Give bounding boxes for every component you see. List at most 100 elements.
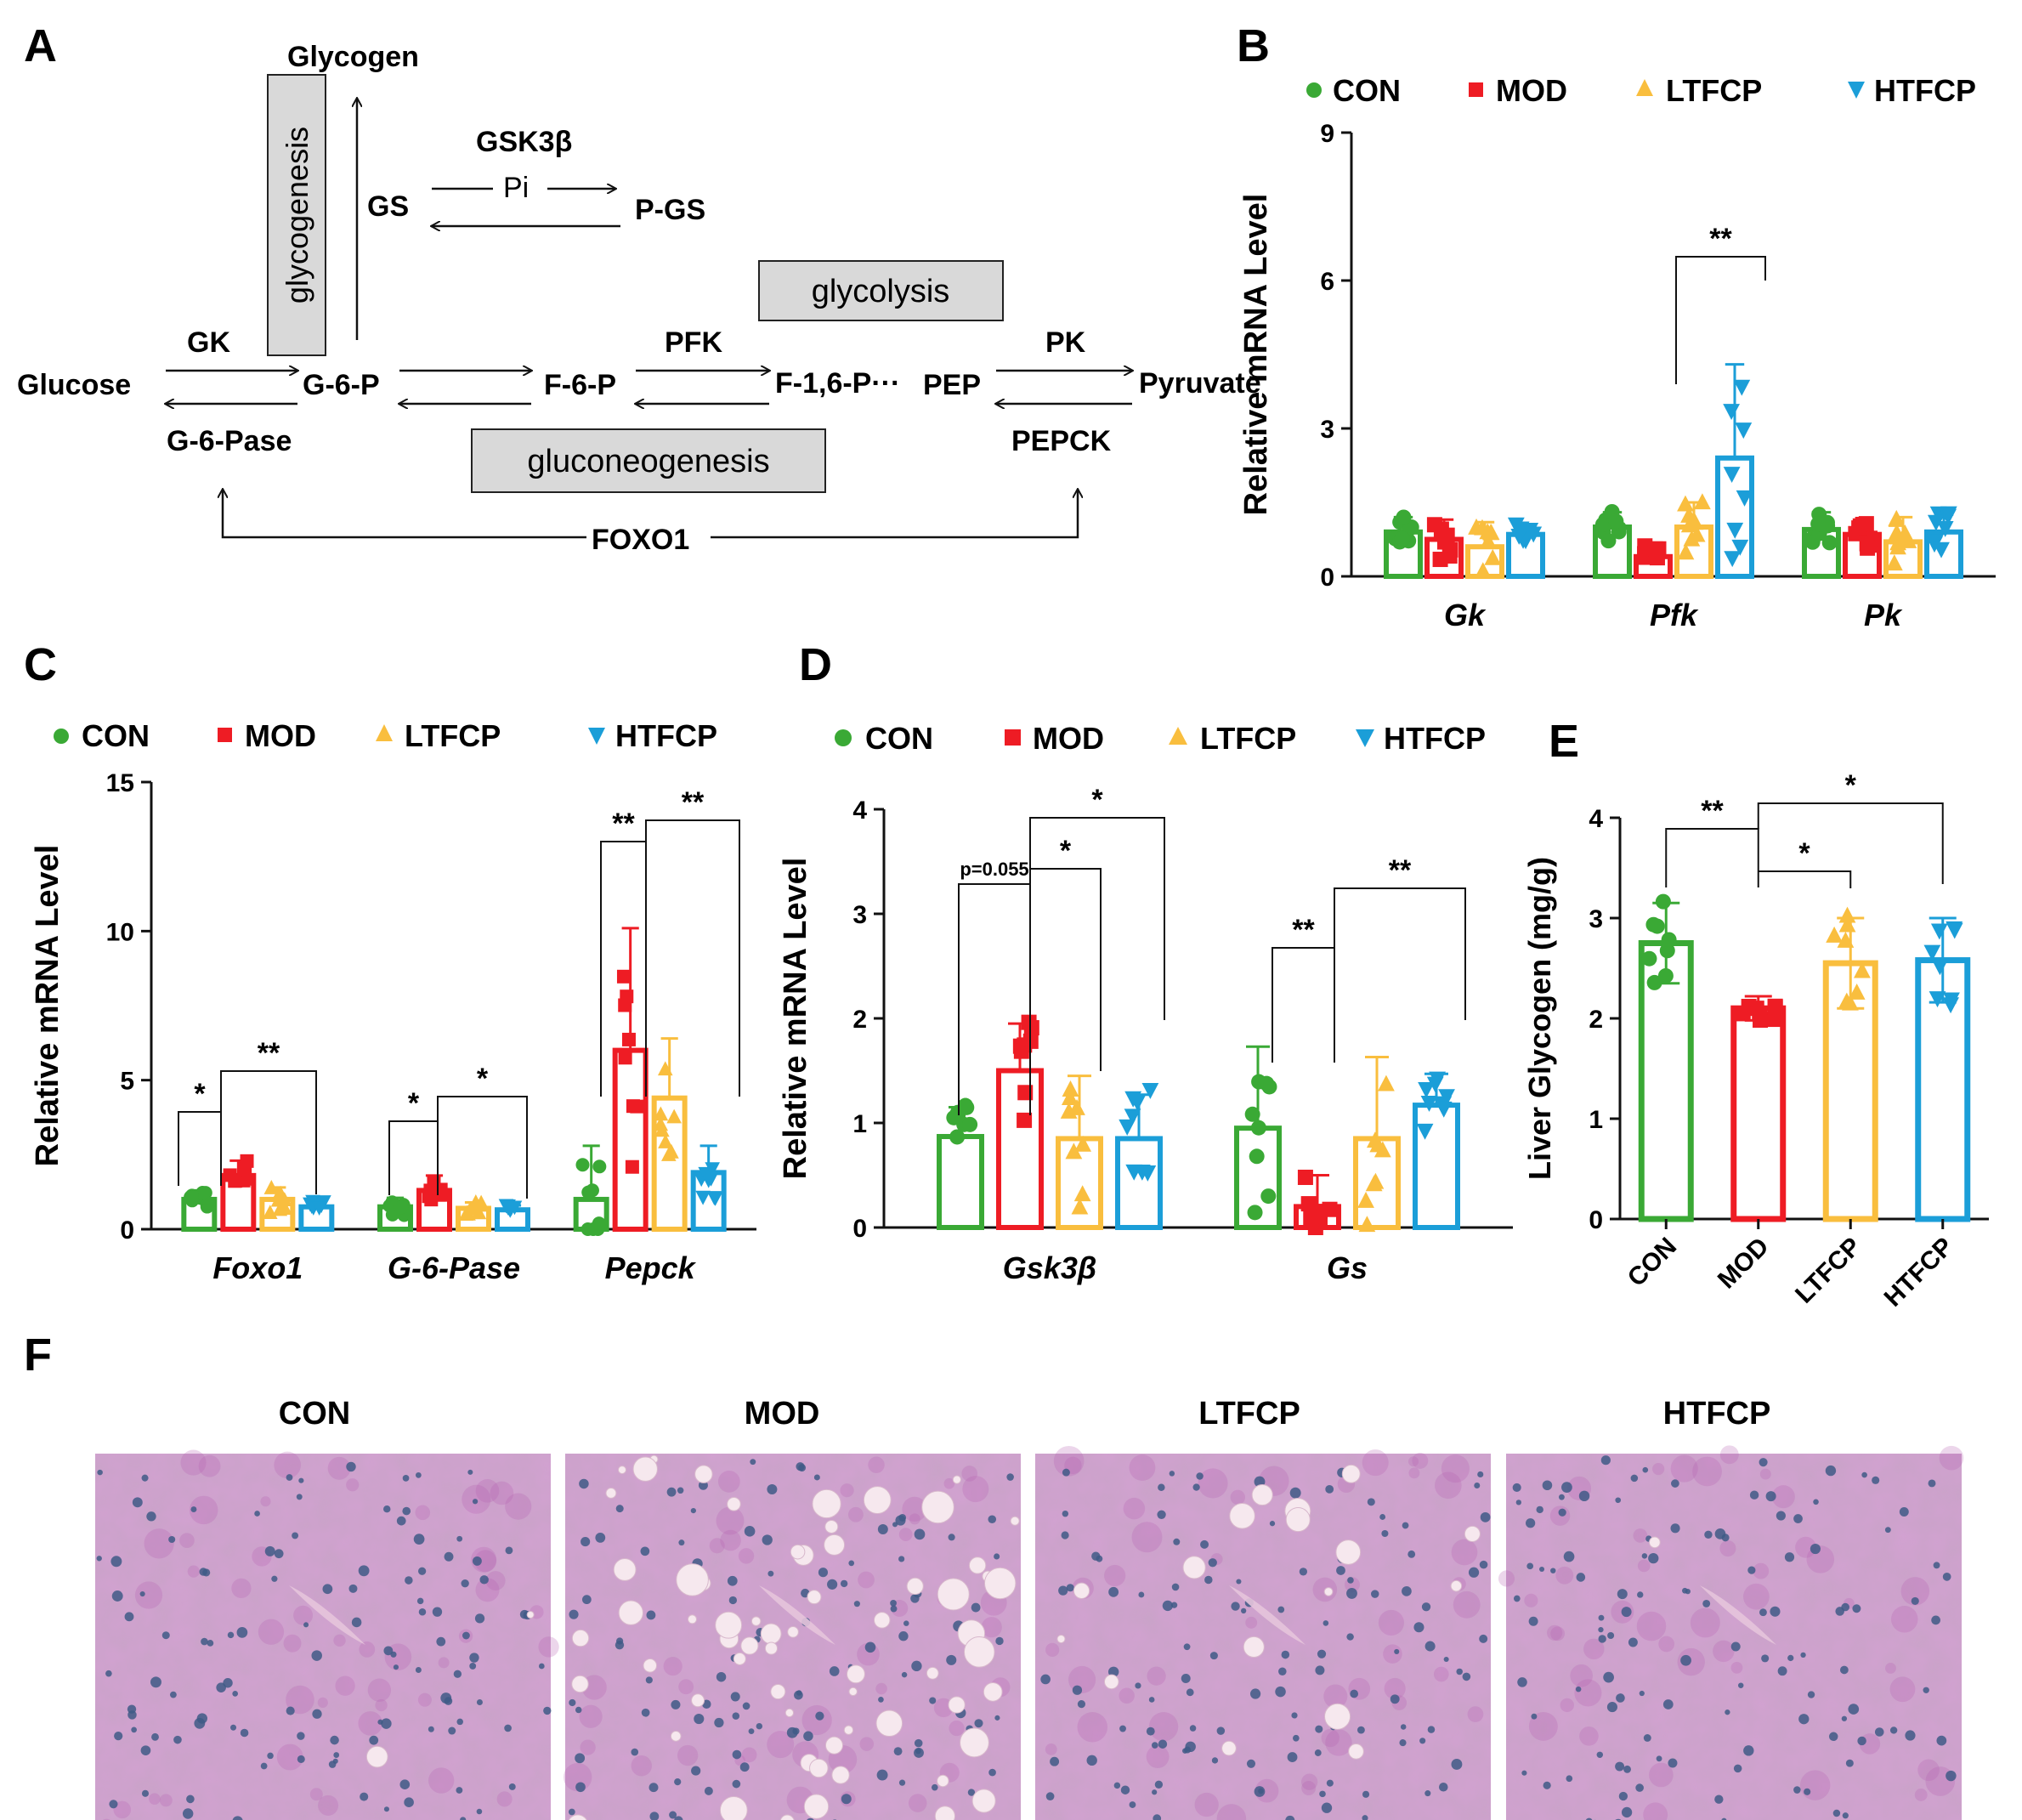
cell-nucleus (1424, 1641, 1436, 1652)
y-tick-label: 6 (1320, 268, 1334, 296)
data-point (1752, 1006, 1768, 1022)
cell-nucleus (1531, 1713, 1538, 1720)
data-point (653, 1106, 669, 1121)
data-point (184, 1188, 199, 1203)
cell-nucleus (1807, 1691, 1815, 1698)
data-point (1641, 950, 1657, 967)
glycogen-granule (720, 1529, 741, 1551)
glycogen-granule (962, 1476, 989, 1503)
glycogen-granule (1759, 1468, 1771, 1480)
cell-nucleus (351, 1617, 362, 1628)
lipid-droplet (824, 1519, 839, 1534)
cell-nucleus (1468, 1567, 1480, 1578)
cell-nucleus (995, 1636, 1004, 1646)
lipid-droplet (1103, 1674, 1119, 1690)
data-point (1435, 1101, 1453, 1118)
glycogen-granule (1104, 1564, 1126, 1587)
glycogen-granule (1670, 1454, 1698, 1483)
cell-nucleus (1062, 1510, 1069, 1517)
cell-nucleus (199, 1568, 207, 1576)
cell-nucleus (666, 1487, 677, 1497)
data-point (581, 1222, 595, 1236)
cell-nucleus (311, 1650, 322, 1661)
cell-nucleus (641, 1708, 650, 1717)
data-point (1367, 1172, 1385, 1189)
glycogen-granule (417, 1692, 432, 1707)
glycogen-granule (840, 1483, 854, 1498)
data-point (1062, 1080, 1079, 1097)
lipid-droplet (906, 1577, 924, 1596)
y-tick-label: 0 (120, 1216, 134, 1245)
data-point (949, 1104, 966, 1120)
cell-nucleus (230, 1724, 237, 1731)
lipid-droplet (790, 1544, 806, 1560)
cell-nucleus (1621, 1607, 1632, 1618)
cell-nucleus (792, 1727, 800, 1735)
cell-nucleus (236, 1627, 248, 1638)
cell-nucleus (476, 1808, 483, 1815)
legend-c: CON MOD LTFCP HTFCP (54, 718, 717, 753)
cell-nucleus (474, 1613, 485, 1624)
cell-nucleus (1236, 1579, 1242, 1585)
cell-nucleus (1623, 1765, 1631, 1773)
cell-nucleus (127, 1710, 137, 1720)
cell-nucleus (1670, 1523, 1680, 1534)
glycogen-granule (1677, 1647, 1705, 1676)
cell-nucleus (1045, 1792, 1055, 1800)
significance-label: * (1845, 769, 1857, 802)
data-point (1432, 552, 1448, 568)
cell-nucleus (1356, 1726, 1365, 1734)
histology-image-htfcp (1498, 1445, 1964, 1820)
data-point (1071, 1198, 1089, 1215)
cell-nucleus (914, 1738, 923, 1748)
cell-nucleus (390, 1651, 397, 1658)
cell-nucleus (677, 1487, 684, 1494)
glycogen-granule (1362, 1449, 1389, 1477)
cell-nucleus (1905, 1730, 1916, 1741)
glycogen-granule (1129, 1454, 1156, 1481)
glycogen-granule (359, 1641, 376, 1658)
cell-nucleus (1618, 1791, 1628, 1801)
glycogen-granule (317, 1697, 328, 1708)
significance-bracket (437, 1096, 528, 1199)
cell-nucleus (848, 1560, 855, 1567)
data-point (1060, 1102, 1078, 1119)
cell-nucleus (1249, 1688, 1261, 1699)
glycogen-granule (1216, 1804, 1247, 1820)
glycogen-granule (113, 1800, 132, 1819)
lipid-droplet (963, 1636, 995, 1668)
significance-label: ** (1701, 795, 1724, 827)
lipid-droplet (1450, 1579, 1463, 1592)
lipid-droplet (719, 1795, 748, 1820)
cell-nucleus (1317, 1649, 1327, 1658)
cell-nucleus (1211, 1757, 1219, 1764)
significance-bracket (1272, 947, 1335, 1063)
glycogen-granule (1547, 1624, 1563, 1641)
lipid-droplet (643, 1658, 658, 1673)
significance-bracket (220, 1070, 317, 1194)
cell-nucleus (1169, 1471, 1175, 1477)
category-label: G-6-Pase (388, 1250, 520, 1285)
glycogen-granule (346, 1478, 360, 1492)
cell-nucleus (1539, 1567, 1545, 1573)
data-point (1426, 517, 1442, 533)
cell-nucleus (767, 1483, 778, 1494)
data-point (1649, 550, 1665, 566)
cell-nucleus (1585, 1817, 1593, 1820)
panel-letter-c: C (24, 639, 57, 690)
data-point (459, 1205, 475, 1220)
data-point (666, 1108, 682, 1124)
cell-nucleus (207, 1640, 214, 1647)
cell-nucleus (1157, 1510, 1166, 1519)
data-point (1657, 967, 1674, 984)
cell-nucleus (878, 1697, 884, 1703)
cell-nucleus (841, 1794, 852, 1805)
cell-nucleus (1899, 1507, 1909, 1517)
cell-nucleus (649, 1811, 660, 1820)
lipid-droplet (983, 1681, 1003, 1702)
cell-nucleus (1841, 1602, 1849, 1612)
data-point (1896, 524, 1914, 541)
cell-nucleus (1479, 1560, 1488, 1569)
cell-nucleus (1680, 1654, 1691, 1666)
